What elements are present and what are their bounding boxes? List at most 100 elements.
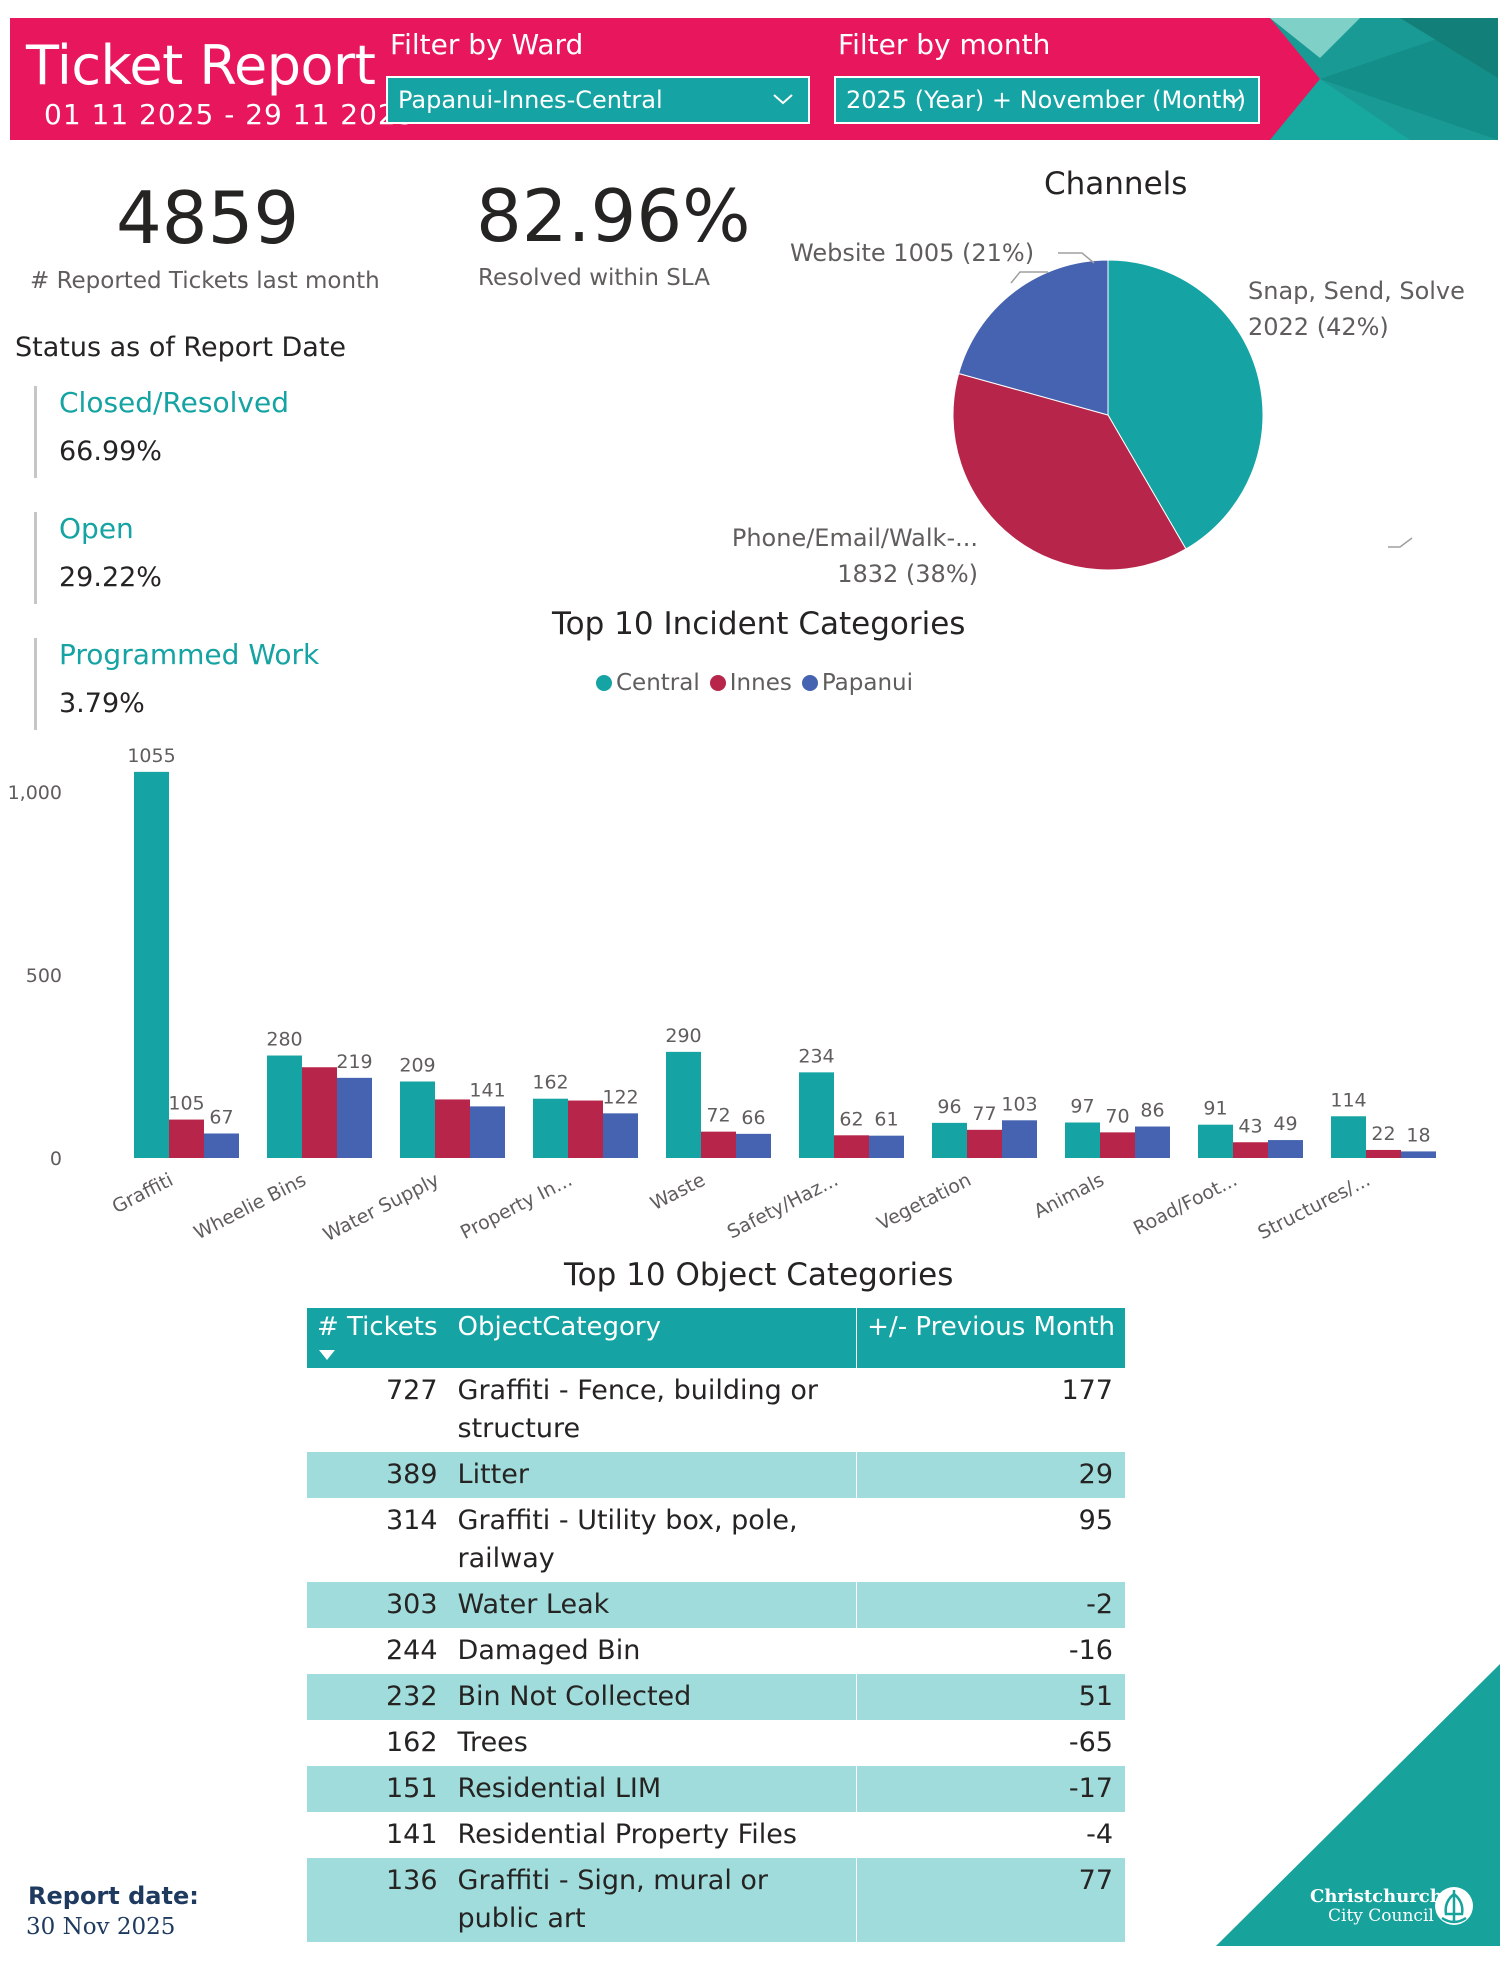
cell-previous-month: -17 <box>856 1766 1125 1812</box>
legend-item-innes: Innes <box>709 670 792 696</box>
status-card-closed: Closed/Resolved 66.99% <box>34 386 334 478</box>
bar-innes[interactable] <box>701 1131 736 1158</box>
reported-tickets-label: # Reported Tickets last month <box>30 268 380 294</box>
table-row[interactable]: 389 Litter 29 <box>307 1452 1125 1498</box>
legend-dot <box>801 675 818 691</box>
page-title: Ticket Report <box>26 34 376 97</box>
bar-central[interactable] <box>134 771 169 1158</box>
ward-filter-value: Papanui-Innes-Central <box>398 86 663 114</box>
table-header-row: # Tickets ObjectCategory +/- Previous Mo… <box>307 1308 1125 1368</box>
table-row[interactable]: 303 Water Leak -2 <box>307 1582 1125 1628</box>
data-label: 209 <box>399 1055 435 1077</box>
pie-slice-phone-email-walk[interactable] <box>952 372 1187 571</box>
incident-chart-title: Top 10 Incident Categories <box>552 606 966 642</box>
table-row[interactable]: 162 Trees -65 <box>307 1720 1125 1766</box>
bar-innes[interactable] <box>1100 1132 1135 1158</box>
column-header-tickets[interactable]: # Tickets <box>307 1308 448 1368</box>
table-row[interactable]: 136 Graffiti - Sign, mural or public art 7… <box>307 1858 1125 1942</box>
data-label: 290 <box>665 1025 701 1047</box>
table-row[interactable]: 151 Residential LIM -17 <box>307 1766 1125 1812</box>
bar-central[interactable] <box>666 1051 701 1158</box>
data-label: 70 <box>1105 1105 1129 1127</box>
bar-innes[interactable] <box>834 1135 869 1158</box>
cell-previous-month: 177 <box>856 1368 1125 1452</box>
legend-label: Papanui <box>821 670 913 696</box>
cell-category: Graffiti - Sign, mural or public art <box>447 1858 857 1942</box>
bar-papanui[interactable] <box>1135 1126 1170 1158</box>
bar-papanui[interactable] <box>603 1113 638 1158</box>
column-header-category[interactable]: ObjectCategory <box>447 1308 857 1368</box>
category-label: Wheelie Bins <box>190 1169 309 1244</box>
y-tick-label: 500 <box>26 965 62 987</box>
bar-papanui[interactable] <box>1268 1140 1303 1158</box>
status-value: 66.99% <box>59 436 162 467</box>
data-label: 103 <box>1001 1093 1037 1115</box>
status-value: 29.22% <box>59 562 162 593</box>
bar-central[interactable] <box>1331 1116 1366 1158</box>
cell-category: Damaged Bin <box>457 1635 641 1666</box>
pie-slice-snap-send-solve[interactable] <box>1107 259 1264 550</box>
bar-central[interactable] <box>1065 1122 1100 1158</box>
bar-innes[interactable] <box>302 1067 337 1158</box>
cell-tickets: 303 <box>307 1582 448 1628</box>
data-label: 43 <box>1238 1115 1262 1137</box>
bar-central[interactable] <box>267 1055 302 1158</box>
table-row[interactable]: 244 Damaged Bin -16 <box>307 1628 1125 1674</box>
bar-innes[interactable] <box>568 1100 603 1158</box>
bar-central[interactable] <box>799 1072 834 1158</box>
category-label: Animals <box>1030 1169 1107 1223</box>
report-date-value: 30 Nov 2025 <box>26 1914 176 1940</box>
cell-previous-month: 29 <box>856 1452 1125 1498</box>
table-row[interactable]: 314 Graffiti - Utility box, pole, railway… <box>307 1498 1125 1582</box>
cell-previous-month: -65 <box>856 1720 1125 1766</box>
ward-filter-dropdown[interactable]: Papanui-Innes-Central <box>386 76 810 124</box>
data-label: 280 <box>266 1029 302 1051</box>
category-label: Vegetation <box>873 1169 974 1235</box>
status-card-open: Open 29.22% <box>34 512 334 604</box>
pie-slice-website[interactable] <box>958 259 1109 416</box>
bar-innes[interactable] <box>967 1129 1002 1158</box>
month-filter-value: 2025 (Year) + November (Month) <box>846 86 1247 114</box>
cell-tickets: 141 <box>385 1819 438 1850</box>
sla-label: Resolved within SLA <box>478 265 710 291</box>
bar-central[interactable] <box>533 1098 568 1158</box>
category-label: Water Supply <box>320 1169 443 1246</box>
leader-line <box>1058 252 1095 264</box>
bar-papanui[interactable] <box>736 1133 771 1158</box>
data-label: 72 <box>706 1105 730 1127</box>
object-categories-table: # Tickets ObjectCategory +/- Previous Mo… <box>307 1308 1125 1942</box>
bar-papanui[interactable] <box>204 1133 239 1158</box>
report-header: Ticket Report 01 11 2025 - 29 11 2025 Fi… <box>10 18 1498 140</box>
month-filter-dropdown[interactable]: 2025 (Year) + November (Month) <box>834 76 1260 124</box>
bar-papanui[interactable] <box>1401 1151 1436 1158</box>
y-tick-label: 0 <box>50 1148 62 1170</box>
bar-central[interactable] <box>932 1122 967 1158</box>
bar-innes[interactable] <box>1366 1149 1401 1158</box>
table-row[interactable]: 141 Residential Property Files -4 <box>307 1812 1125 1858</box>
pie-label-phone-value: 1832 (38%) <box>837 560 978 588</box>
bar-innes[interactable] <box>435 1099 470 1158</box>
table-row[interactable]: 727 Graffiti - Fence, building or structu… <box>307 1368 1125 1452</box>
cell-previous-month: -16 <box>856 1628 1125 1674</box>
legend-dot <box>709 675 726 691</box>
y-tick-label: 1,000 <box>8 782 62 804</box>
bar-central[interactable] <box>400 1081 435 1158</box>
cell-category: Bin Not Collected <box>447 1674 857 1720</box>
data-label: 114 <box>1330 1089 1366 1111</box>
bar-central[interactable] <box>1198 1124 1233 1158</box>
bar-papanui[interactable] <box>869 1135 904 1158</box>
bar-papanui[interactable] <box>337 1077 372 1158</box>
table-row[interactable]: 232 Bin Not Collected 51 <box>307 1674 1125 1720</box>
cell-tickets: 244 <box>385 1635 438 1666</box>
cell-category: Trees <box>457 1727 528 1758</box>
status-name: Closed/Resolved <box>59 386 289 419</box>
column-header-previous-month[interactable]: +/- Previous Month <box>856 1308 1125 1368</box>
cell-category: Graffiti - Utility box, pole, railway <box>457 1505 798 1574</box>
bar-innes[interactable] <box>1233 1142 1268 1158</box>
data-label: 122 <box>602 1086 638 1108</box>
bar-papanui[interactable] <box>470 1106 505 1158</box>
bar-papanui[interactable] <box>1002 1120 1037 1158</box>
channels-pie-chart: Snap, Send, Solve 2022 (42%) Website 100… <box>732 239 1465 588</box>
bar-innes[interactable] <box>169 1119 204 1158</box>
